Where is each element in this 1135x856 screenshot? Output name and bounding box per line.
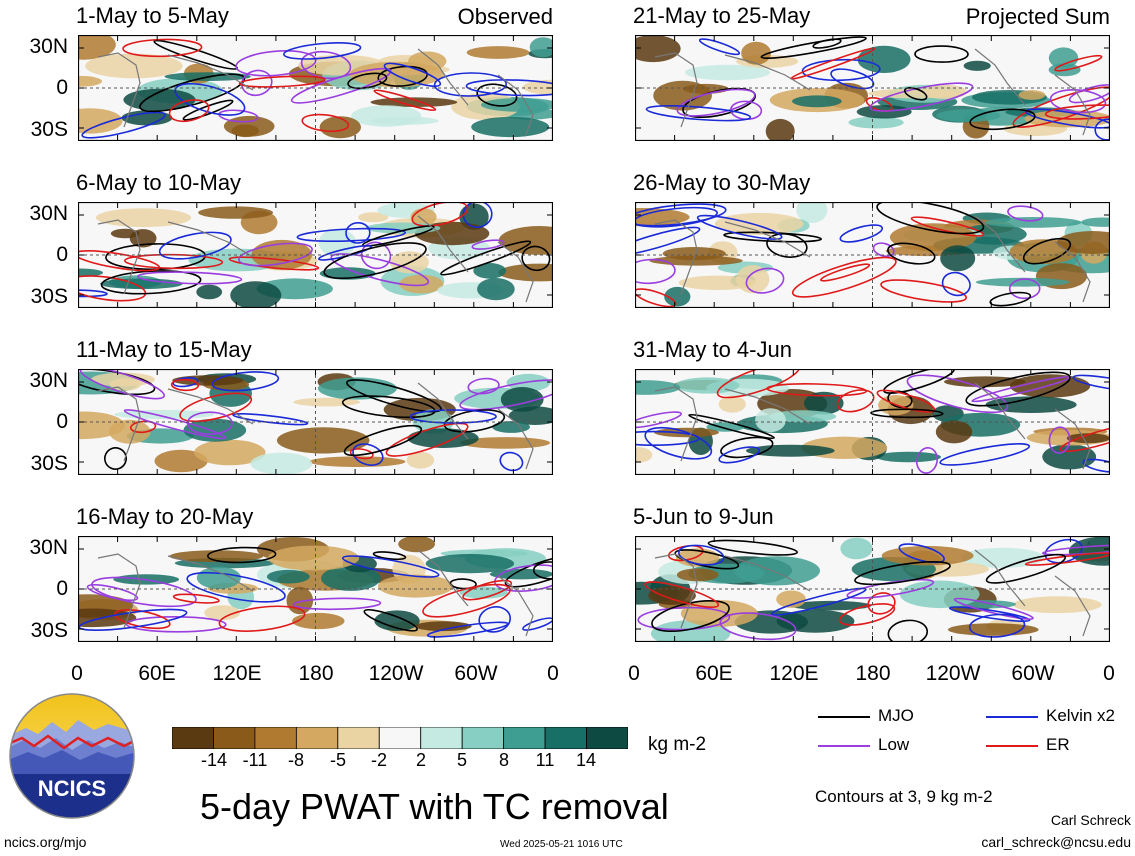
colorbar-label: -14 [200, 750, 227, 770]
pwat-map-panel [78, 202, 553, 308]
lat-label-0: 0 [56, 76, 68, 99]
logo-text: NCICS [38, 776, 106, 801]
colorbar-swatches [172, 727, 628, 749]
legend-label-low: Low [878, 735, 910, 754]
legend-label-er: ER [1046, 735, 1070, 754]
colorbar-label: -2 [370, 750, 387, 770]
lon-label: 0 [628, 662, 640, 685]
colorbar-label: -8 [287, 750, 304, 770]
ncics-logo: NCICS [9, 693, 135, 819]
legend-line-er [986, 745, 1038, 747]
lat-label-30s: 30S [30, 285, 68, 308]
lon-label: 0 [547, 662, 559, 685]
lat-label-0: 0 [56, 577, 68, 600]
legend-line-low [818, 745, 870, 747]
lon-label: 0 [71, 662, 83, 685]
lon-label: 60W [454, 662, 498, 685]
colorbar-label: 11 [535, 750, 555, 770]
pwat-map-panel [635, 35, 1110, 141]
colorbar-label: -5 [329, 750, 346, 770]
panel-corner-label: Projected Sum [965, 4, 1110, 29]
footer-url: ncics.org/mjo [4, 834, 87, 850]
figure-title: 5-day PWAT with TC removal [200, 786, 669, 827]
lon-label: 120E [212, 662, 262, 685]
footer-author: Carl Schreck [1050, 812, 1131, 828]
panel-title: 31-May to 4-Jun [633, 337, 792, 362]
lon-label: 120W [925, 662, 981, 685]
legend-line-mjo [818, 716, 870, 718]
lat-label-30n: 30N [29, 536, 68, 559]
panel-corner-label: Observed [457, 4, 553, 29]
panel-title: 6-May to 10-May [76, 170, 242, 195]
panel-title: 21-May to 25-May [633, 3, 811, 28]
panel-title: 26-May to 30-May [633, 170, 811, 195]
contours-note: Contours at 3, 9 kg m-2 [815, 787, 993, 806]
legend-label-kelvin: Kelvin x2 [1046, 706, 1115, 725]
lat-label-0: 0 [56, 410, 68, 433]
lon-label: 120W [368, 662, 424, 685]
lat-label-30n: 30N [29, 369, 68, 392]
lon-label: 60W [1011, 662, 1055, 685]
lon-label: 60E [138, 662, 176, 685]
legend-line-kelvin [986, 716, 1038, 718]
lon-label: 0 [1103, 662, 1115, 685]
footer-email: carl_schreck@ncsu.edu [981, 834, 1131, 850]
pwat-map-panel [78, 536, 553, 642]
lat-label-30n: 30N [29, 202, 68, 225]
lon-label: 180 [298, 662, 334, 685]
colorbar-label: 8 [498, 750, 509, 770]
pwat-map-panel [635, 369, 1110, 475]
colorbar-unit: kg m-2 [648, 734, 707, 755]
pwat-map-panel [635, 536, 1110, 642]
colorbar-label: 5 [456, 750, 467, 770]
lon-label: 60E [695, 662, 733, 685]
panel-title: 11-May to 15-May [76, 337, 252, 362]
pwat-map-panel [78, 369, 553, 475]
lon-label: 120E [769, 662, 819, 685]
colorbar-label: 2 [415, 750, 426, 770]
lat-label-30s: 30S [30, 118, 68, 141]
lat-label-30n: 30N [29, 35, 68, 58]
pwat-map-panel [635, 202, 1110, 308]
panel-title: 1-May to 5-May [76, 3, 229, 28]
colorbar-label: -11 [242, 750, 268, 770]
lat-label-30s: 30S [30, 619, 68, 642]
pwat-map-panel [78, 35, 553, 141]
lon-label: 180 [855, 662, 891, 685]
footer-timestamp: Wed 2025-05-21 1016 UTC [500, 839, 623, 850]
colorbar-label: 14 [575, 750, 597, 770]
lat-label-30s: 30S [30, 452, 68, 475]
legend-label-mjo: MJO [878, 706, 914, 725]
lat-label-0: 0 [56, 243, 68, 266]
panel-title: 5-Jun to 9-Jun [633, 504, 774, 529]
panel-title: 16-May to 20-May [76, 504, 254, 529]
